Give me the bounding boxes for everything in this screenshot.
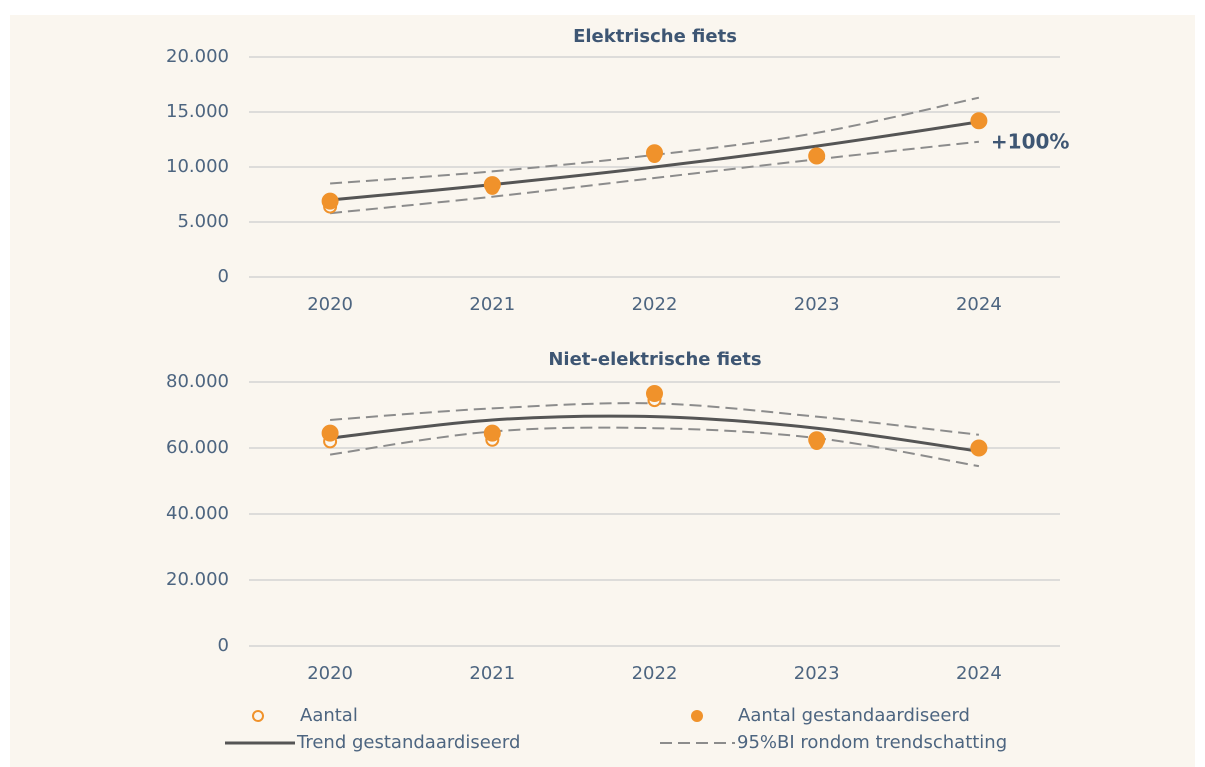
y-tick-label: 15.000 [166,101,229,122]
y-tick-label: 20.000 [166,46,229,67]
y-tick-label: 0 [218,635,229,656]
legend-marker [691,710,703,722]
y-tick-label: 80.000 [166,371,229,392]
panel [10,15,1195,767]
ci-lower [329,140,980,215]
x-tick-label: 2021 [469,663,515,684]
filled-marker [646,385,663,403]
trend-line [329,120,980,202]
ci-lower [329,426,980,468]
trend-line [329,414,980,453]
filled-marker [483,176,501,194]
x-tick-label: 2021 [469,294,515,315]
filled-marker [808,147,826,165]
x-tick-label: 2022 [632,663,678,684]
y-tick-label: 20.000 [166,569,229,590]
y-tick-label: 0 [218,266,229,287]
y-tick-label: 40.000 [166,503,229,524]
filled-marker [808,431,826,449]
x-tick-label: 2022 [632,294,678,315]
y-tick-label: 60.000 [166,437,229,458]
annotation: +100% [991,129,1070,153]
x-tick-label: 2023 [794,294,840,315]
legend-label: 95%BI rondom trendschatting [737,732,1007,753]
legend-label: Aantal [300,705,358,726]
filled-marker [646,144,663,162]
chart-title: Elektrische fiets [573,26,737,47]
legend-label: Trend gestandaardiseerd [296,732,520,753]
x-tick-label: 2024 [956,294,1002,315]
filled-marker [321,424,339,442]
filled-marker [970,439,988,457]
legend-label: Aantal gestandaardiseerd [738,705,970,726]
y-tick-label: 10.000 [166,156,229,177]
x-tick-label: 2023 [794,663,840,684]
filled-marker [483,424,501,442]
x-tick-label: 2020 [307,294,353,315]
filled-marker [970,112,988,130]
chart-title: Niet-elektrische fiets [548,349,761,370]
x-tick-label: 2020 [307,663,353,684]
y-tick-label: 5.000 [177,211,229,232]
filled-marker [321,192,339,210]
legend-marker [252,710,264,722]
x-tick-label: 2024 [956,663,1002,684]
